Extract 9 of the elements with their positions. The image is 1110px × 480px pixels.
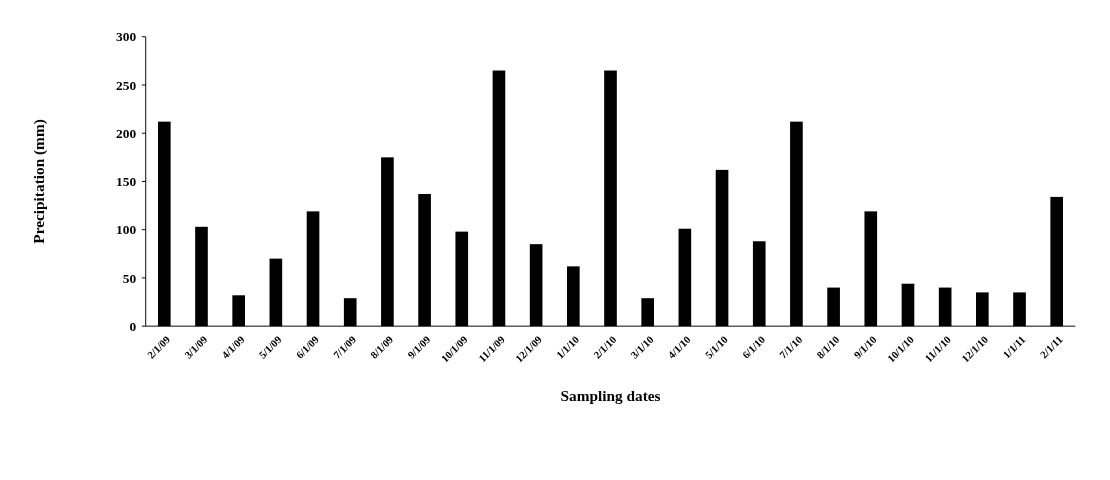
- y-tick-label: 50: [122, 270, 137, 286]
- y-tick-label: 300: [116, 29, 137, 45]
- y-tick-label: 100: [116, 222, 137, 238]
- y-tick-label: 150: [116, 174, 137, 190]
- y-tick-label: 200: [116, 125, 137, 141]
- y-axis-title: Precipitation (mm): [30, 119, 49, 244]
- x-axis-title: Sampling dates: [560, 386, 661, 404]
- y-tick-label: 250: [116, 77, 137, 93]
- y-tick-label: 0: [129, 318, 137, 334]
